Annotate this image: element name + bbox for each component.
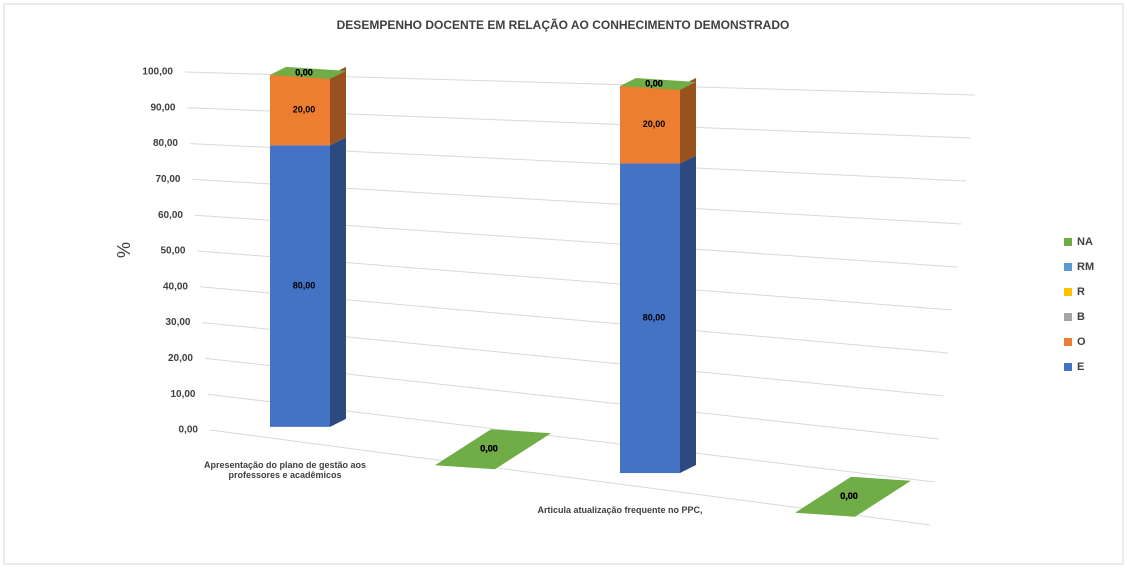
- data-label: 0,00: [840, 491, 858, 501]
- y-tick-label: 20,00: [168, 353, 193, 364]
- legend-label: NA: [1077, 236, 1093, 248]
- bar-side: [330, 66, 346, 146]
- data-label: 0,00: [295, 67, 313, 77]
- legend-label: E: [1077, 361, 1084, 373]
- data-label: 80,00: [643, 313, 666, 323]
- legend-swatch: [1064, 363, 1072, 371]
- bar-segment: [620, 163, 680, 474]
- x-tick-label: Articula atualização frequente no PPC,: [537, 505, 703, 515]
- data-label: 0,00: [840, 491, 858, 501]
- bar-top: [620, 78, 696, 91]
- data-label: 0,00: [295, 67, 313, 77]
- data-label: 0,00: [840, 491, 858, 501]
- y-tick-label: 90,00: [150, 102, 175, 113]
- data-label: 20,00: [293, 104, 316, 114]
- data-label: 0,00: [840, 491, 858, 501]
- data-label: 0,00: [645, 78, 663, 88]
- bar-top: [795, 476, 911, 517]
- y-tick-label: 10,00: [170, 389, 195, 400]
- y-tick-label: 100,00: [142, 67, 173, 78]
- bar-side: [680, 78, 696, 164]
- data-label: 0,00: [645, 78, 663, 88]
- data-label: 0,00: [840, 491, 858, 501]
- y-tick-label: 50,00: [160, 246, 185, 257]
- legend-label: RM: [1077, 261, 1094, 273]
- data-label: 0,00: [480, 444, 498, 454]
- data-label: 0,00: [295, 67, 313, 77]
- data-label: 0,00: [480, 444, 498, 454]
- bar-side: [680, 155, 696, 474]
- legend-label: B: [1077, 311, 1085, 323]
- y-tick-label: 70,00: [155, 174, 180, 185]
- bar-segment: [270, 74, 330, 146]
- legend-swatch: [1064, 263, 1072, 271]
- legend-swatch: [1064, 238, 1072, 246]
- data-label: 0,00: [480, 444, 498, 454]
- y-tick-label: 60,00: [158, 210, 183, 221]
- legend-label: R: [1077, 286, 1085, 298]
- chart-border: [3, 3, 1124, 565]
- data-label: 80,00: [293, 280, 316, 290]
- bar-segment: [620, 86, 680, 164]
- data-label: 0,00: [645, 78, 663, 88]
- y-tick-label: 80,00: [153, 138, 178, 149]
- y-tick-label: 40,00: [163, 281, 188, 292]
- chart-title: DESEMPENHO DOCENTE EM RELAÇÃO AO CONHECI…: [337, 17, 790, 32]
- bar-top: [270, 66, 346, 79]
- legend-swatch: [1064, 288, 1072, 296]
- y-tick-label: 30,00: [165, 317, 190, 328]
- data-label: 0,00: [480, 444, 498, 454]
- data-label: 0,00: [480, 444, 498, 454]
- data-label: 0,00: [480, 444, 498, 454]
- legend-swatch: [1064, 313, 1072, 321]
- x-tick-label: Apresentação do plano de gestão aos prof…: [203, 460, 367, 480]
- y-axis-label: %: [114, 242, 134, 258]
- y-tick-label: 0,00: [179, 425, 199, 436]
- data-label: 0,00: [295, 67, 313, 77]
- bar-side: [330, 137, 346, 427]
- data-label: 0,00: [645, 78, 663, 88]
- data-label: 0,00: [840, 491, 858, 501]
- legend-swatch: [1064, 338, 1072, 346]
- data-label: 20,00: [643, 119, 666, 129]
- legend-label: O: [1077, 336, 1086, 348]
- bar-top: [435, 429, 551, 470]
- bar-segment: [270, 145, 330, 427]
